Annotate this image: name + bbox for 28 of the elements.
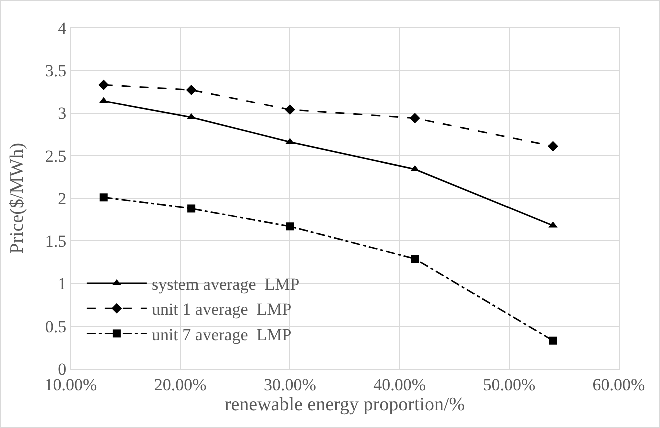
y-tick-label: 1.5 xyxy=(45,232,67,252)
point xyxy=(549,336,558,345)
legend-label: unit 7 average LMP xyxy=(152,325,292,344)
y-tick-label: 2 xyxy=(58,189,67,208)
y-tick-label: 3.5 xyxy=(45,62,67,81)
y-tick-label: 4 xyxy=(58,18,68,38)
y-tick-label: 2.5 xyxy=(45,146,67,166)
x-axis-title: renewable energy proportion/% xyxy=(224,394,466,416)
x-tick-label: 60.00% xyxy=(592,375,646,394)
point xyxy=(286,222,294,231)
legend-label: unit 1 average LMP xyxy=(152,300,292,320)
point xyxy=(410,113,420,124)
point xyxy=(285,104,296,116)
legend-label: system average LMP xyxy=(152,275,300,294)
x-tick-label: 30.00% xyxy=(264,375,316,394)
point xyxy=(411,255,420,264)
y-tick-label: 3 xyxy=(58,104,67,124)
y-tick-label: 1 xyxy=(58,274,67,294)
point xyxy=(186,85,197,96)
x-tick-label: 20.00% xyxy=(154,375,207,394)
point xyxy=(548,141,558,152)
y-tick-label: 0.5 xyxy=(45,317,67,336)
point xyxy=(98,80,110,90)
point xyxy=(100,194,108,202)
point xyxy=(188,204,196,213)
x-tick-label: 50.00% xyxy=(483,375,536,394)
y-axis-title: Price($/MWh) xyxy=(7,143,28,254)
x-tick-label: 40.00% xyxy=(374,375,426,394)
